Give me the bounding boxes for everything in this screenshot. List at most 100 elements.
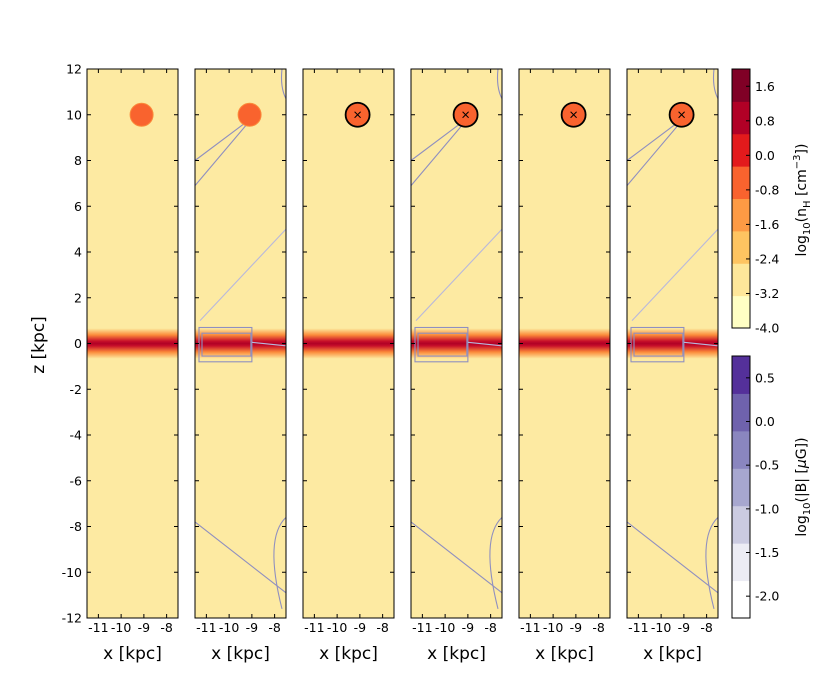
field-contour-line [631,228,719,322]
y-tick-label: -6 [70,473,83,488]
cloud-center-marker [570,111,577,119]
panel-2: -11 -10 -9 -8 x [kpc] [194,68,287,664]
colorbar-tick-label: -1.0 [755,501,779,516]
field-contour-line [199,228,287,322]
x-tick-label: -10 [327,620,347,635]
panel-6: -11 -10 -9 -8 x [kpc] [626,68,719,664]
field-contour-line [489,516,503,609]
label-part: 10 [802,222,813,235]
y-tick-label: 2 [74,290,82,305]
x-tick-label: -10 [111,620,131,635]
y-tick-label: -4 [70,428,83,443]
field-contour-line [626,521,719,594]
label-part: (|B| [ [794,468,810,502]
x-ticks: -11 -10 -9 -8 [412,69,497,635]
y-tick-label: 12 [66,62,82,77]
colorbar-swatch [732,230,750,264]
label-part: μ [794,459,810,469]
x-tick-label: -8 [376,620,389,635]
field-contour-line [273,516,287,609]
cloud-center-marker [678,111,685,119]
colorbar-swatch [732,393,750,432]
field-contour-box [630,326,685,363]
x-tick-label: -9 [678,620,691,635]
x-tick-label: -11 [412,620,432,635]
panel-4: -11 -10 -9 -8 x [kpc] [410,68,503,664]
density-colorbar-label: log10(nH [cm−3]) [792,144,813,257]
field-contour-box [198,326,253,363]
colorbar-swatch [732,468,750,507]
colorbar-tick-label: 0.5 [755,370,775,385]
x-axis-label: x [kpc] [643,644,702,664]
colorbar-tick-label: -1.6 [755,217,779,232]
field-contour-line [712,68,719,99]
x-ticks: -11 -10 -9 -8 [88,69,173,635]
field-contour-line [467,341,503,347]
field-contour-line [705,516,719,609]
colorbar-swatch [732,430,750,469]
y-tick-label: -10 [62,565,82,580]
colorbar-swatch [732,295,750,329]
field-contour-line [496,68,503,99]
colorbar-swatch [732,580,750,619]
y-tick-label: 0 [74,336,82,351]
y-ticks [411,68,502,619]
colorbar-tick-label: -2.4 [755,251,779,266]
cloud [237,102,262,127]
colorbar-tick-label: -2.0 [755,589,779,604]
x-tick-label: -8 [268,620,281,635]
y-tick-label: -12 [62,611,82,626]
colorbar-tick-label: -0.5 [755,458,779,473]
x-tick-label: -10 [219,620,239,635]
label-part: 10 [802,503,813,516]
x-tick-label: -8 [484,620,497,635]
x-ticks: -11 -10 -9 -8 [304,69,389,635]
y-tick-label: 4 [74,245,82,260]
colorbar-frame [731,355,751,619]
colorbar-tick-label: -3.2 [755,286,779,301]
x-tick-label: -9 [462,620,475,635]
label-part: [cm [794,169,810,200]
field-contour-line [280,68,287,99]
colorbar-swatch [732,356,750,394]
x-tick-label: -11 [88,620,108,635]
field-contour-line [415,228,503,322]
x-tick-label: -11 [520,620,540,635]
y-tick-label: -2 [70,382,82,397]
y-ticks: 12 10 8 6 4 2 0 -2 -4 -6 -8 -10 -12 [62,62,178,626]
colorbar-frame [731,68,751,329]
field-contour-line [251,341,287,347]
colorbar-swatch [732,543,750,582]
colorbar-swatch [732,166,750,199]
cloud-center-marker [462,111,469,119]
colorbar-tick-label: 1.6 [755,79,775,94]
x-ticks: -11 -10 -9 -8 [628,69,713,635]
field-contour-line [683,341,719,347]
density-colorbar: 1.6 0.8 0.0 -0.8 -1.6 -2.4 -3.2 -4.0 log10(nH [c… [731,68,813,336]
x-axis-label: x [kpc] [427,644,486,664]
x-axis-label: x [kpc] [319,644,378,664]
x-axis-label: x [kpc] [211,644,270,664]
label-part: log [794,235,810,256]
colorbar-swatch [732,69,750,102]
x-tick-label: -11 [196,620,216,635]
colorbar-tick-label: -4.0 [755,321,779,336]
y-axis-label: z [kpc] [29,316,49,374]
label-part: (n [794,208,810,222]
y-ticks [627,68,718,619]
field-contour-line [410,521,503,594]
y-tick-label: 10 [66,107,82,122]
colorbar-swatch [732,263,750,297]
x-ticks: -11 -10 -9 -8 [520,69,605,635]
colorbar-tick-label: -0.8 [755,182,779,197]
label-part: ]) [794,144,810,155]
colorbar-swatch [732,101,750,135]
colorbar-swatch [732,133,750,167]
field-contour-box [414,326,469,363]
x-tick-label: -9 [138,620,151,635]
x-tick-label: -9 [246,620,259,635]
y-tick-label: -8 [70,519,83,534]
field-contours [194,68,287,609]
